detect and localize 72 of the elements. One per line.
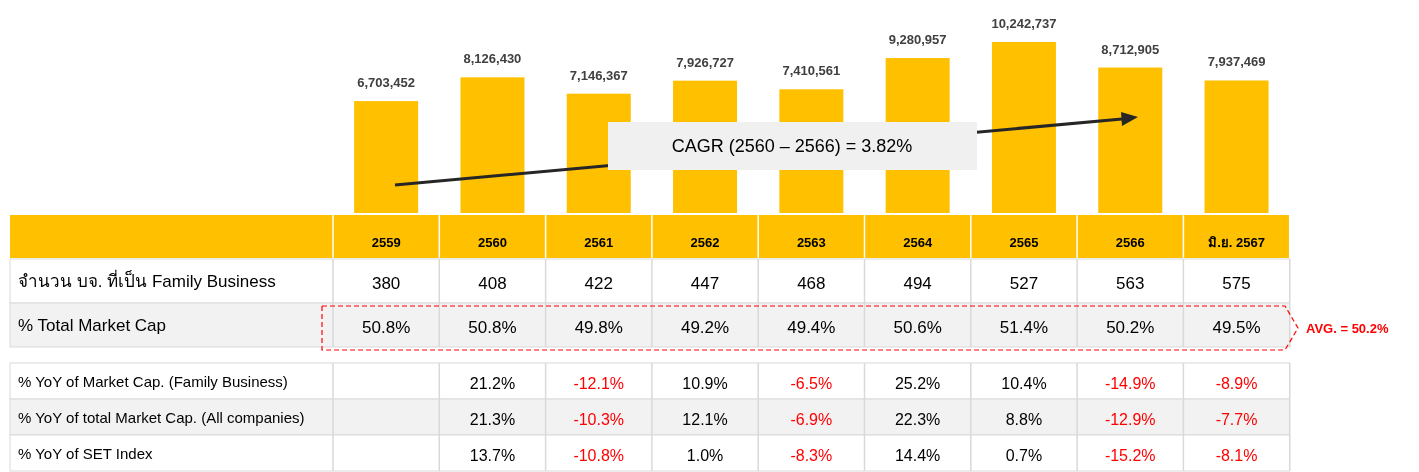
data-label: -15.2% — [1104, 447, 1156, 465]
data-label: -14.9% — [1104, 375, 1156, 393]
y-tick-label: % YoY of Market Cap. (Family Business) — [18, 372, 288, 390]
x-tick-label: 2566 — [1115, 235, 1145, 250]
data-label: 10.9% — [682, 375, 728, 393]
x-tick-label: มิ.ย. 2567 — [1208, 235, 1265, 250]
data-label: -8.9% — [1215, 375, 1258, 393]
data-label: 9,280,957 — [888, 32, 947, 48]
data-label: 1.0% — [686, 447, 724, 465]
data-label: -6.5% — [790, 375, 833, 393]
bar — [354, 101, 419, 213]
data-label: 13.7% — [469, 447, 516, 465]
data-label: 575 — [1222, 274, 1251, 294]
data-label: -12.9% — [1104, 411, 1156, 429]
bar — [1098, 67, 1163, 213]
data-label: 380 — [371, 274, 401, 294]
data-label: 7,926,727 — [676, 54, 734, 70]
x-tick-label: 2563 — [796, 235, 826, 250]
y-tick-label: จำนวน บจ. ที่เป็น Family Business — [18, 269, 276, 292]
x-tick-label: 2559 — [371, 235, 401, 250]
data-label: 50.6% — [893, 318, 942, 338]
data-label: 527 — [1009, 274, 1039, 294]
data-label: -7.7% — [1215, 411, 1258, 429]
data-label: -8.3% — [790, 447, 833, 465]
data-label: -12.1% — [573, 375, 625, 393]
data-label: 447 — [690, 274, 720, 294]
data-label: -10.8% — [573, 447, 625, 465]
data-label: 7,937,469 — [1207, 54, 1266, 70]
data-label: 563 — [1116, 274, 1145, 294]
data-label: 7,146,367 — [569, 67, 628, 83]
text: AVG. = 50.2% — [1306, 321, 1389, 336]
data-label: 49.2% — [680, 318, 730, 338]
data-label: 50.8% — [468, 318, 517, 338]
data-label: 21.2% — [469, 375, 516, 393]
data-label: 25.2% — [894, 375, 941, 393]
data-label: 7,410,561 — [782, 63, 841, 79]
x-tick-label: 2561 — [584, 235, 614, 250]
data-label: 8.8% — [1005, 411, 1043, 429]
data-label: 50.8% — [362, 318, 411, 338]
x-tick-label: 2560 — [477, 235, 507, 250]
data-label: 0.7% — [1005, 447, 1043, 465]
data-label: -6.9% — [790, 411, 833, 429]
data-label: 14.4% — [894, 447, 941, 465]
data-label: 10,242,737 — [991, 16, 1057, 31]
y-tick-label: % Total Market Cap — [18, 316, 167, 336]
data-label: 49.8% — [574, 318, 623, 338]
data-label: 21.3% — [469, 411, 516, 429]
bar — [991, 42, 1056, 213]
data-label: 494 — [903, 274, 932, 294]
x-tick-label: 2564 — [903, 235, 933, 250]
x-tick-label: 2562 — [690, 235, 720, 250]
bar — [1204, 80, 1269, 213]
data-label: 22.3% — [894, 411, 941, 429]
data-label: 6,703,452 — [357, 75, 416, 91]
data-label: 10.4% — [1001, 375, 1047, 393]
data-label: 8,126,430 — [463, 51, 522, 67]
data-label: 422 — [584, 274, 613, 294]
data-label: 49.5% — [1212, 318, 1261, 338]
bar — [460, 77, 525, 213]
y-tick-label: % YoY of SET Index — [18, 444, 154, 462]
data-label: 50.2% — [1106, 318, 1155, 338]
x-tick-label: 2565 — [1009, 235, 1039, 250]
data-label: 8,712,905 — [1101, 41, 1160, 57]
data-label: -8.1% — [1215, 447, 1258, 465]
data-label: 408 — [478, 274, 507, 294]
data-label: 468 — [797, 274, 826, 294]
data-label: -10.3% — [573, 411, 625, 429]
data-label: 12.1% — [682, 411, 728, 429]
data-label: 51.4% — [999, 318, 1049, 338]
annotation: CAGR (2560 – 2566) = 3.82% — [671, 136, 913, 156]
y-tick-label: % YoY of total Market Cap. (All companies) — [18, 408, 305, 426]
data-label: 49.4% — [787, 318, 836, 338]
